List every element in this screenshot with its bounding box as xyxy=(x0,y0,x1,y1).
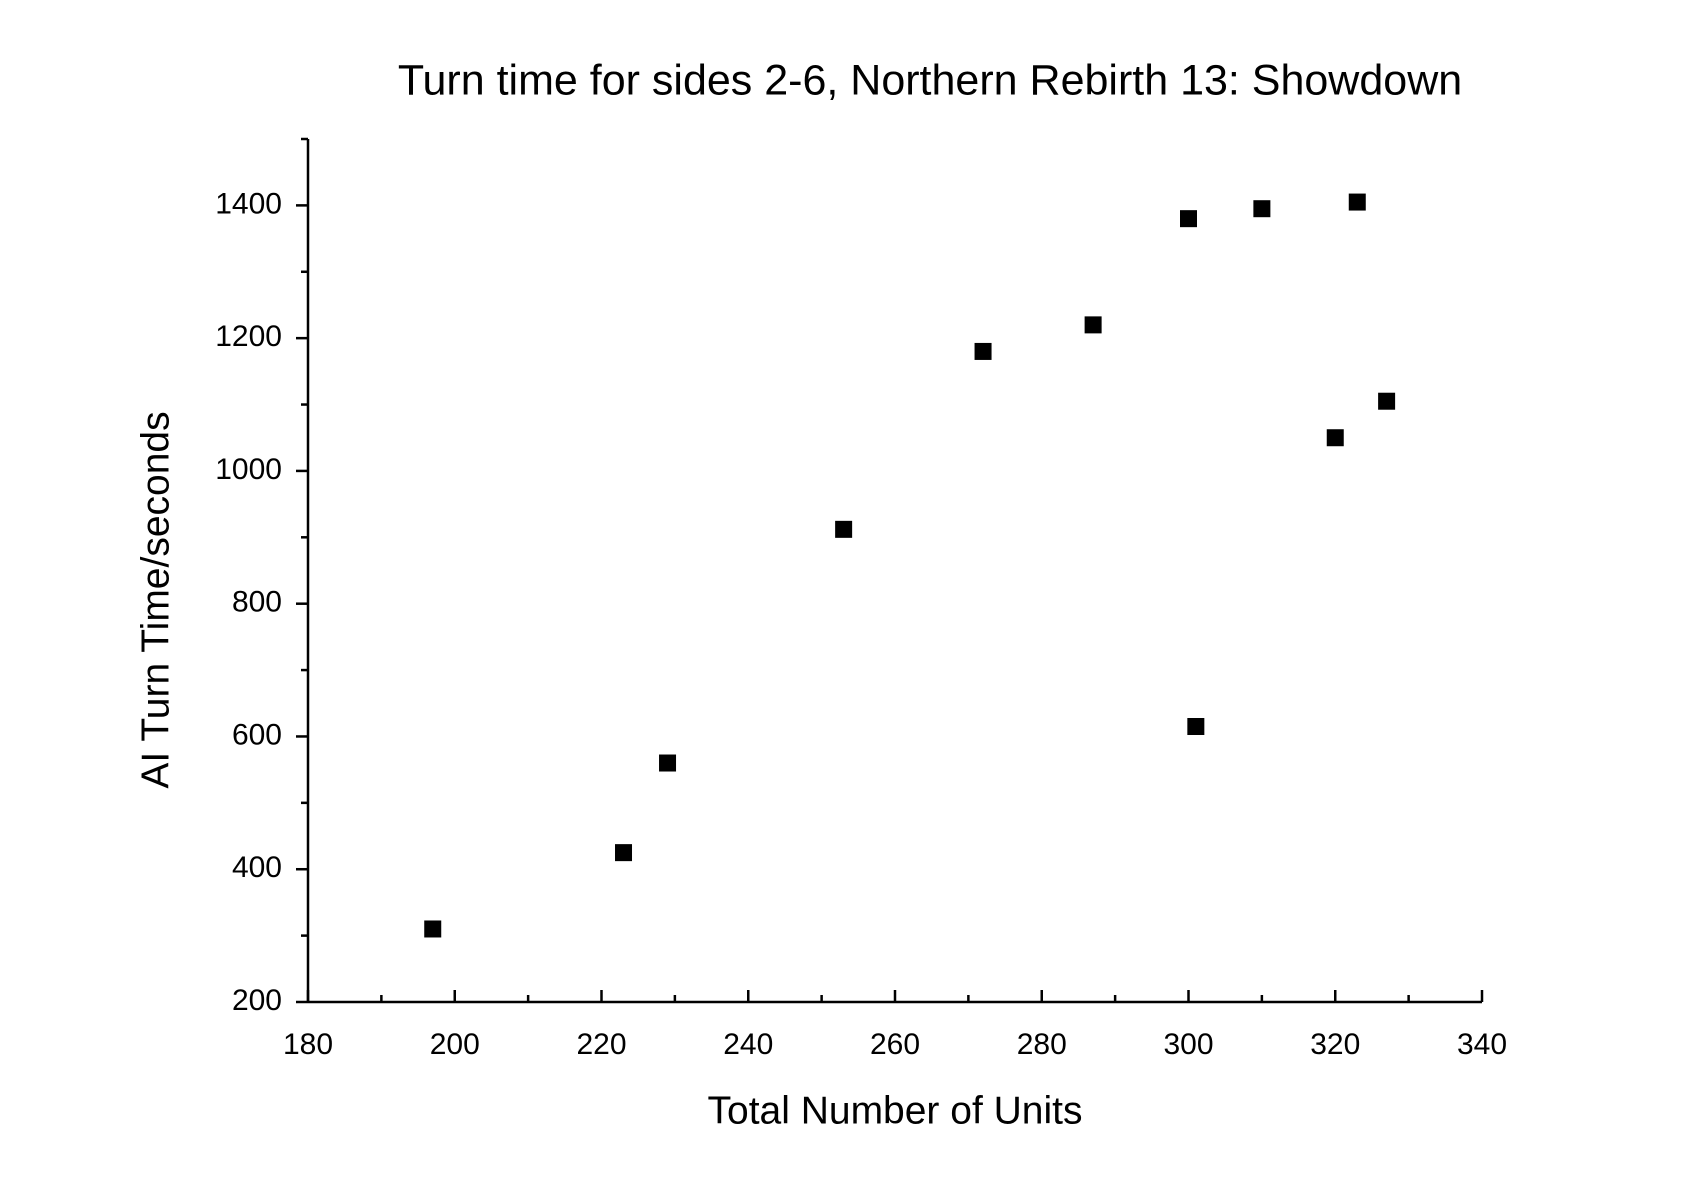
y-tick-label: 1200 xyxy=(215,320,282,353)
data-point xyxy=(1348,193,1366,211)
y-tick-label: 1400 xyxy=(215,187,282,220)
data-point xyxy=(1180,210,1197,228)
x-tick-label: 300 xyxy=(1163,1028,1213,1061)
data-point xyxy=(1187,718,1205,736)
y-axis-title: AI Turn Time/seconds xyxy=(134,411,177,788)
x-tick-label: 240 xyxy=(723,1028,773,1061)
data-point xyxy=(1326,429,1344,447)
x-tick-label: 340 xyxy=(1457,1028,1507,1061)
y-tick-label: 200 xyxy=(232,984,282,1017)
data-point xyxy=(835,520,853,538)
data-point xyxy=(659,754,677,772)
data-point xyxy=(974,342,992,360)
chart-title: Turn time for sides 2-6, Northern Rebirt… xyxy=(398,56,1462,104)
y-tick-label: 600 xyxy=(232,718,282,751)
x-tick-label: 260 xyxy=(870,1028,920,1061)
x-tick-label: 220 xyxy=(576,1028,626,1061)
y-tick-label: 400 xyxy=(232,851,282,884)
x-tick-label: 180 xyxy=(283,1028,333,1061)
x-tick-label: 320 xyxy=(1310,1028,1360,1061)
x-axis-title: Total Number of Units xyxy=(708,1089,1083,1132)
data-point xyxy=(615,844,633,862)
data-point xyxy=(1084,316,1102,334)
data-point xyxy=(1378,392,1396,410)
data-point xyxy=(424,920,442,938)
x-tick-label: 280 xyxy=(1017,1028,1067,1061)
x-tick-label: 200 xyxy=(430,1028,480,1061)
y-tick-label: 800 xyxy=(232,586,282,619)
data-point xyxy=(1253,200,1271,218)
y-tick-label: 1000 xyxy=(215,453,282,486)
